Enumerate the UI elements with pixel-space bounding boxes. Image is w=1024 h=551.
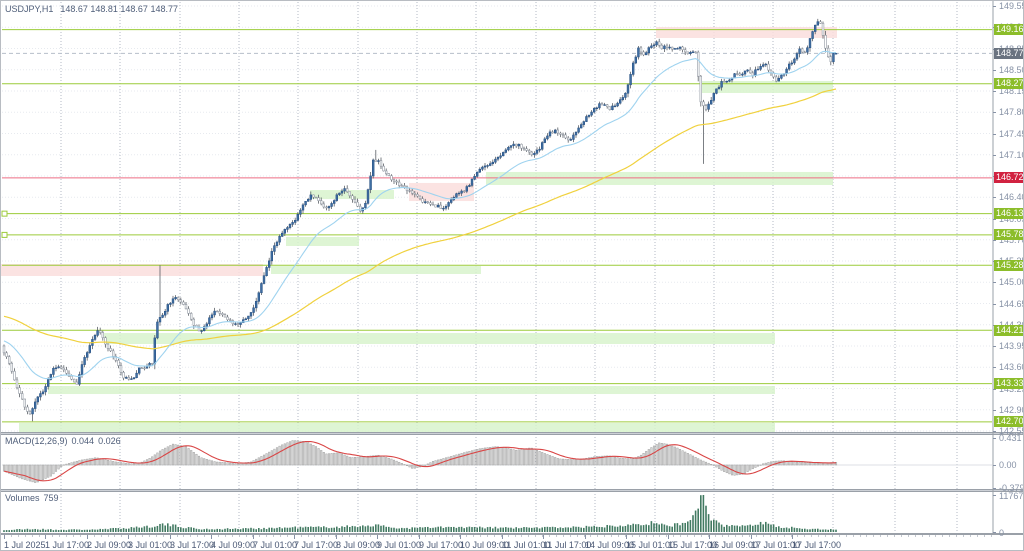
volumes-name: Volumes (5, 493, 40, 503)
volumes-indicator-label: Volumes 759 (5, 493, 63, 503)
zone-green[interactable] (48, 386, 775, 395)
pane-separators[interactable] (1, 1, 1024, 535)
zone-pink[interactable] (1, 264, 263, 276)
candlesticks (2, 18, 838, 422)
zone-green[interactable] (271, 266, 481, 274)
zone-green[interactable] (286, 237, 359, 247)
ma-slow-line[interactable] (3, 88, 837, 350)
zone-green[interactable] (486, 171, 833, 185)
volumes-current-value: 759 (43, 493, 59, 503)
zone-green[interactable] (104, 333, 775, 344)
macd-name: MACD(12,26,9) (5, 436, 68, 446)
volumes-pane (3, 494, 837, 532)
ohlc-values: 148.67 148.81 148.67 148.77 (60, 4, 178, 14)
support-resistance-zones[interactable] (1, 27, 837, 434)
level-handle[interactable] (1, 231, 8, 238)
macd-signal-line[interactable] (3, 440, 836, 482)
zone-pink[interactable] (409, 182, 474, 202)
zone-green[interactable] (19, 422, 775, 434)
symbol-period-label: USDJPY,H1 (5, 4, 54, 14)
macd-main-value: 0.044 (71, 436, 95, 446)
macd-indicator-label: MACD(12,26,9) 0.044 0.026 (5, 436, 125, 446)
horizontal-level-lines[interactable] (1, 29, 992, 423)
macd-pane (2, 440, 992, 483)
moving-averages[interactable] (3, 50, 837, 380)
macd-signal-value: 0.026 (98, 436, 121, 446)
chart-title: USDJPY,H1 148.67 148.81 148.67 148.77 (5, 4, 178, 14)
zone-pink[interactable] (656, 27, 837, 38)
ma-fast-line[interactable] (3, 50, 837, 380)
level-handle[interactable] (1, 210, 8, 217)
